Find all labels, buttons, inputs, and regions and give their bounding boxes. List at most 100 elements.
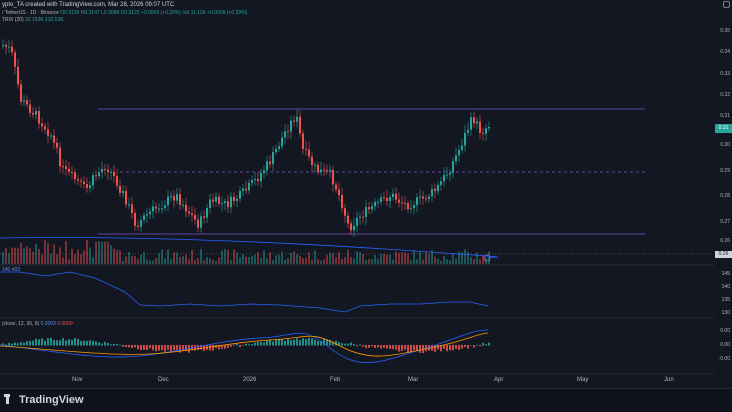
volume-bar xyxy=(482,255,484,264)
price-candle xyxy=(11,46,13,53)
macd-histogram-bar xyxy=(353,343,355,346)
low-price-label: 0.26 xyxy=(715,251,732,258)
volume-bar xyxy=(197,258,199,264)
price-candle xyxy=(14,52,16,67)
price-candle xyxy=(119,185,121,193)
tradingview-logo-icon xyxy=(4,394,16,404)
price-tick: 0.27 xyxy=(720,219,730,225)
volume-bar xyxy=(188,259,190,264)
volume-bar xyxy=(104,241,106,264)
volume-bar xyxy=(89,247,91,264)
price-candle xyxy=(290,120,292,132)
volume-bar xyxy=(473,259,475,264)
macd-histogram-bar xyxy=(254,342,256,346)
volume-bar xyxy=(164,258,166,264)
price-candle xyxy=(311,156,313,166)
macd-histogram-bar xyxy=(269,339,271,346)
symbol-legend[interactable]: / TetherUS · 1D · Binance O0.3135 H0.314… xyxy=(2,10,247,17)
volume-bar xyxy=(251,256,253,264)
macd-histogram-bar xyxy=(83,340,85,346)
volume-bar xyxy=(2,251,4,264)
macd-histogram-bar xyxy=(212,345,214,351)
macd-histogram-bar xyxy=(440,345,442,352)
macd-histogram-bar xyxy=(260,341,262,346)
volume-bar xyxy=(44,239,46,264)
price-tick: 0.29 xyxy=(720,168,730,174)
macd-histogram-bar xyxy=(92,340,94,346)
volume-bar xyxy=(74,254,76,264)
volume-bar xyxy=(275,255,277,264)
volume-bar xyxy=(461,252,463,264)
indicator-line xyxy=(0,271,489,313)
macd-histogram-bar xyxy=(347,343,349,346)
fullscreen-icon[interactable] xyxy=(723,1,730,8)
volume-bar xyxy=(338,251,340,264)
volume-bar xyxy=(326,255,328,264)
macd-histogram-bar xyxy=(302,338,304,346)
price-candle xyxy=(71,171,73,173)
volume-bar xyxy=(203,260,205,264)
trix-legend[interactable]: TRIX (20) 32.153K 132.53K xyxy=(2,17,64,24)
volume-bar xyxy=(365,259,367,264)
volume-bar xyxy=(98,240,100,264)
volume-bar xyxy=(233,249,235,264)
volume-bar xyxy=(65,240,67,264)
macd-histogram-bar xyxy=(227,345,229,348)
macd-histogram-bar xyxy=(341,343,343,346)
price-candle xyxy=(254,179,256,181)
volume-bar xyxy=(299,255,301,264)
macd-histogram-bar xyxy=(77,338,79,346)
volume-bar xyxy=(296,253,298,264)
time-label: Apr xyxy=(494,377,504,383)
last-price-label: 0.31 xyxy=(715,124,732,133)
macd-tick: -0.00 xyxy=(718,356,730,362)
volume-bar xyxy=(86,239,88,264)
price-candle xyxy=(266,161,268,171)
macd-histogram-bar xyxy=(287,338,289,346)
tradingview-brand[interactable]: TradingView xyxy=(4,394,84,406)
price-candle xyxy=(239,190,241,199)
price-candle xyxy=(395,193,397,200)
price-candle xyxy=(479,121,481,133)
macd-histogram-bar xyxy=(176,345,178,351)
macd-histogram-bar xyxy=(323,338,325,346)
price-candle xyxy=(335,184,337,190)
volume-bar xyxy=(128,252,130,264)
volume-bar xyxy=(38,248,40,264)
macd-legend[interactable]: (close, 12, 26, 9) 0.0003 0.0000 xyxy=(2,321,73,328)
price-candle xyxy=(332,169,334,185)
mfi-tick: 130 xyxy=(721,310,730,316)
price-candle xyxy=(302,133,304,149)
macd-histogram-bar xyxy=(299,340,301,346)
price-candle xyxy=(329,169,331,172)
time-label: May xyxy=(577,377,589,383)
volume-bar xyxy=(434,256,436,264)
volume-bar xyxy=(431,250,433,264)
volume-bar xyxy=(356,251,358,264)
mfi-legend[interactable]: 140.403 xyxy=(2,267,20,274)
price-candle xyxy=(35,110,37,115)
price-candle xyxy=(440,181,442,185)
volume-bar xyxy=(230,260,232,264)
macd-histogram-bar xyxy=(101,343,103,346)
price-tick: 0.30 xyxy=(720,142,730,148)
price-candle xyxy=(359,216,361,218)
macd-histogram-bar xyxy=(365,345,367,349)
macd-histogram-bar xyxy=(452,345,454,351)
price-candle xyxy=(149,211,151,214)
volume-bar xyxy=(182,256,184,264)
time-label: Jun xyxy=(664,377,674,383)
macd-histogram-bar xyxy=(467,345,469,349)
price-candle xyxy=(218,196,220,204)
macd-histogram-bar xyxy=(137,345,139,350)
price-candle xyxy=(104,168,106,170)
macd-histogram-bar xyxy=(383,345,385,348)
volume-bar xyxy=(452,253,454,264)
macd-histogram-bar xyxy=(194,345,196,351)
price-candle xyxy=(353,225,355,231)
volume-bar xyxy=(110,245,112,264)
price-candle xyxy=(224,201,226,203)
macd-histogram-bar xyxy=(107,343,109,346)
volume-bar xyxy=(401,252,403,264)
